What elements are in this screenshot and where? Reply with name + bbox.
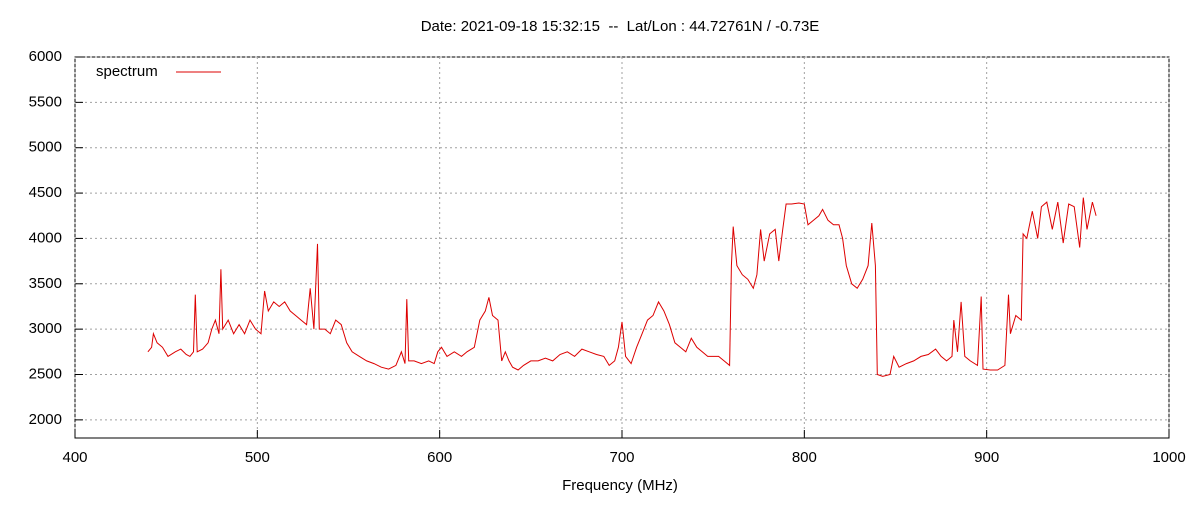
x-tick-label: 1000 — [1152, 449, 1185, 466]
x-axis-label: Frequency (MHz) — [562, 477, 678, 494]
y-tick-label: 4000 — [29, 229, 62, 246]
y-tick-label: 5500 — [29, 93, 62, 110]
y-tick-label: 2000 — [29, 411, 62, 428]
y-tick-label: 4500 — [29, 184, 62, 201]
x-tick-label: 500 — [245, 449, 270, 466]
x-tick-label: 400 — [62, 449, 87, 466]
legend-label: spectrum — [96, 63, 158, 80]
x-tick-label: 900 — [974, 449, 999, 466]
y-tick-label: 3000 — [29, 320, 62, 337]
x-tick-label: 700 — [609, 449, 634, 466]
y-tick-label: 5000 — [29, 139, 62, 156]
y-tick-label: 6000 — [29, 48, 62, 65]
chart-title: Date: 2021-09-18 15:32:15 -- Lat/Lon : 4… — [421, 18, 820, 35]
x-tick-label: 800 — [792, 449, 817, 466]
y-tick-label: 2500 — [29, 365, 62, 382]
y-tick-label: 3500 — [29, 275, 62, 292]
spectrum-line — [147, 197, 1097, 377]
x-tick-label: 600 — [427, 449, 452, 466]
